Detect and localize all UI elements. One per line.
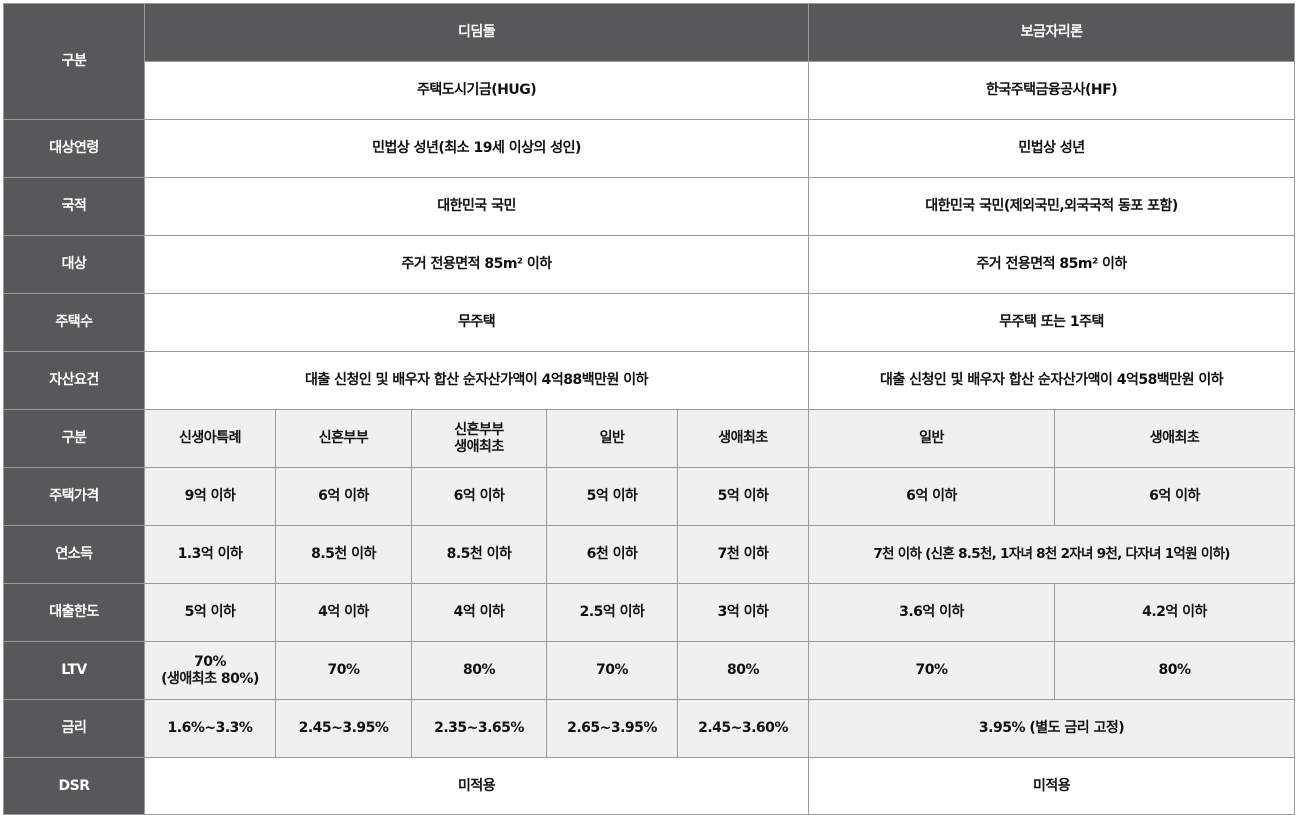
row-label: 대상 (3, 235, 145, 294)
table-cell: 70% (생애최초 80%) (144, 641, 276, 700)
table-cell: 80% (1054, 641, 1296, 700)
row-label: DSR (3, 757, 145, 815)
table-cell: 7천 이하 (신혼 8.5천, 1자녀 8천 2자녀 9천, 다자녀 1억원 이… (808, 525, 1296, 584)
table-cell: 6억 이하 (411, 467, 547, 526)
table-cell: 5억 이하 (676, 467, 810, 526)
column-header: 신생아특례 (144, 409, 276, 468)
column-header: 신혼부부 생애최초 (411, 409, 547, 468)
table-cell: 1.6%~3.3% (144, 699, 276, 758)
column-header-line: 생애최초 (454, 438, 504, 455)
table-row: 연소득 1.3억 이하 8.5천 이하 8.5천 이하 6천 이하 7천 이하 … (3, 525, 1296, 584)
table-cell: 8.5천 이하 (275, 525, 412, 584)
row-label: 주택수 (3, 293, 145, 352)
table-cell: 4억 이하 (411, 583, 547, 642)
didimdol-org: 주택도시기금(HUG) (143, 61, 810, 120)
sub-header-row: 구분 신생아특례 신혼부부 신혼부부 생애최초 일반 생애최초 일반 생애최초 (3, 409, 1296, 468)
table-cell: 80% (411, 641, 547, 700)
table-row: 주택수 무주택 무주택 또는 1주택 (3, 293, 1296, 352)
table-cell: 6억 이하 (808, 467, 1056, 526)
table-cell: 2.35~3.65% (411, 699, 547, 758)
table-cell: 2.5억 이하 (546, 583, 678, 642)
bogeumjari-title: 보금자리론 (808, 3, 1296, 62)
table-row: 대상연령 민법상 성년(최소 19세 이상의 성인) 민법상 성년 (3, 119, 1296, 178)
table-row: 국적 대한민국 국민 대한민국 국민(제외국민,외국국적 동포 포함) (3, 177, 1296, 236)
didimdol-value: 미적용 (143, 757, 810, 815)
bogeumjari-value: 미적용 (808, 757, 1296, 815)
bogeumjari-value: 민법상 성년 (808, 119, 1296, 178)
header-row: 구분 디딤돌 보금자리론 (3, 3, 1296, 120)
column-header: 신혼부부 (275, 409, 412, 468)
table-row: 대상 주거 전용면적 85m² 이하 주거 전용면적 85m² 이하 (3, 235, 1296, 294)
table-row: 금리 1.6%~3.3% 2.45~3.95% 2.35~3.65% 2.65~… (3, 699, 1296, 758)
table-cell: 70% (808, 641, 1056, 700)
table-cell: 70% (546, 641, 678, 700)
table-cell: 80% (676, 641, 810, 700)
column-header: 생애최초 (676, 409, 810, 468)
table-cell: 2.45~3.60% (676, 699, 810, 758)
table-cell: 7천 이하 (676, 525, 810, 584)
row-label: 자산요건 (3, 351, 145, 410)
didimdol-title: 디딤돌 (143, 3, 810, 62)
table-cell: 2.65~3.95% (546, 699, 678, 758)
cell-line: 70% (193, 653, 227, 670)
table-row: 대출한도 5억 이하 4억 이하 4억 이하 2.5억 이하 3억 이하 3.6… (3, 583, 1296, 642)
column-header: 생애최초 (1054, 409, 1296, 468)
table-cell: 6천 이하 (546, 525, 678, 584)
table-cell: 6억 이하 (1054, 467, 1296, 526)
row-label: LTV (3, 641, 145, 700)
bogeumjari-value: 무주택 또는 1주택 (808, 293, 1296, 352)
table-row: 자산요건 대출 신청인 및 배우자 합산 순자산가액이 4억88백만원 이하 대… (3, 351, 1296, 410)
didimdol-value: 주거 전용면적 85m² 이하 (143, 235, 810, 294)
didimdol-value: 무주택 (143, 293, 810, 352)
table-cell: 2.45~3.95% (275, 699, 412, 758)
table-cell: 3.95% (별도 금리 고정) (808, 699, 1296, 758)
table-cell: 6억 이하 (275, 467, 412, 526)
table-cell: 5억 이하 (546, 467, 678, 526)
org-row: 주택도시기금(HUG) 한국주택금융공사(HF) (4, 61, 1296, 120)
table-cell: 4억 이하 (275, 583, 412, 642)
row-label: 대출한도 (3, 583, 145, 642)
table-row: 주택가격 9억 이하 6억 이하 6억 이하 5억 이하 5억 이하 6억 이하… (3, 467, 1296, 526)
bogeumjari-org: 한국주택금융공사(HF) (808, 61, 1296, 120)
table-cell: 70% (275, 641, 412, 700)
cell-line: (생애최초 80%) (161, 670, 259, 687)
didimdol-value: 대출 신청인 및 배우자 합산 순자산가액이 4억88백만원 이하 (143, 351, 810, 410)
table-row: LTV 70% (생애최초 80%) 70% 80% 70% 80% 70% 8… (3, 641, 1296, 700)
bogeumjari-value: 주거 전용면적 85m² 이하 (808, 235, 1296, 294)
table-row: DSR 미적용 미적용 (3, 757, 1296, 815)
loan-comparison-table: 구분 디딤돌 보금자리론 주택도시기금(HUG) 한국주택금융공사(HF) 대상… (3, 3, 1296, 815)
table-cell: 1.3억 이하 (144, 525, 276, 584)
didimdol-value: 대한민국 국민 (143, 177, 810, 236)
row-label: 금리 (3, 699, 145, 758)
row-label: 주택가격 (3, 467, 145, 526)
table-cell: 9억 이하 (144, 467, 276, 526)
bogeumjari-value: 대한민국 국민(제외국민,외국국적 동포 포함) (808, 177, 1296, 236)
category-header: 구분 (3, 3, 145, 120)
row-label: 구분 (3, 409, 145, 468)
column-header: 일반 (808, 409, 1056, 468)
didimdol-value: 민법상 성년(최소 19세 이상의 성인) (143, 119, 810, 178)
column-header: 일반 (546, 409, 678, 468)
column-header-line: 신혼부부 (454, 421, 504, 438)
table-cell: 3억 이하 (676, 583, 810, 642)
row-label: 국적 (3, 177, 145, 236)
table-cell: 5억 이하 (144, 583, 276, 642)
table-cell: 8.5천 이하 (411, 525, 547, 584)
row-label: 연소득 (3, 525, 145, 584)
bogeumjari-value: 대출 신청인 및 배우자 합산 순자산가액이 4억58백만원 이하 (808, 351, 1296, 410)
table-cell: 3.6억 이하 (808, 583, 1056, 642)
row-label: 대상연령 (3, 119, 145, 178)
table-cell: 4.2억 이하 (1054, 583, 1296, 642)
